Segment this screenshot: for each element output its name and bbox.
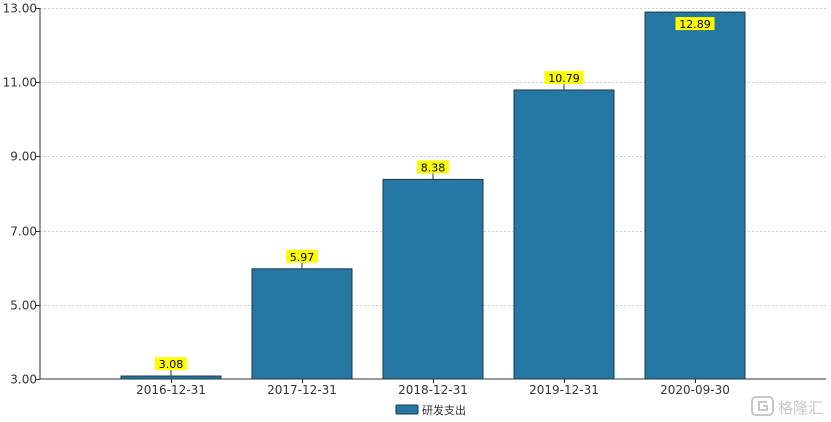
bar[interactable] <box>251 268 353 380</box>
y-tick-label: 3.00 <box>10 373 37 387</box>
data-label-text: 10.79 <box>548 72 580 85</box>
data-label: 12.89 <box>675 17 715 31</box>
bars <box>120 11 746 380</box>
y-axis-ticks: 3.00 5.00 7.00 9.00 11.00 13.00 <box>3 2 40 387</box>
watermark: 格隆汇 <box>751 396 823 417</box>
x-axis-ticks: 2016-12-31 2017-12-31 2018-12-31 2019-12-31… <box>136 379 730 397</box>
y-tick-label: 5.00 <box>10 299 37 313</box>
x-tick-label: 2020-09-30 <box>660 383 730 397</box>
data-label-background <box>417 160 449 174</box>
data-label-background <box>286 249 318 263</box>
bar[interactable] <box>513 89 615 380</box>
data-label-text: 8.38 <box>421 161 446 174</box>
data-labels: 3.08 5.97 8.38 10.79 12.89 <box>155 17 715 377</box>
x-tick-label: 2017-12-31 <box>267 383 337 397</box>
data-label-text: 12.89 <box>679 18 711 31</box>
x-tick-label: 2018-12-31 <box>398 383 468 397</box>
x-tick-label: 2019-12-31 <box>529 383 599 397</box>
data-label: 5.97 <box>286 249 318 269</box>
data-label-text: 3.08 <box>159 358 184 371</box>
gelonghui-logo-icon <box>751 396 774 416</box>
y-tick-label: 9.00 <box>10 150 37 164</box>
bar[interactable] <box>382 178 484 380</box>
y-tick-label: 7.00 <box>10 225 37 239</box>
y-tick-label: 11.00 <box>3 76 37 90</box>
watermark-text: 格隆汇 <box>778 399 823 417</box>
data-label-background <box>675 17 715 31</box>
data-label: 3.08 <box>155 357 187 377</box>
legend[interactable]: 研发支出 <box>395 403 466 417</box>
data-label-text: 5.97 <box>290 251 315 264</box>
y-tick-label: 13.00 <box>3 2 37 16</box>
bar[interactable] <box>120 375 222 380</box>
data-label: 8.38 <box>417 160 449 180</box>
data-label-background <box>155 357 187 371</box>
x-tick-label: 2016-12-31 <box>136 383 206 397</box>
legend-label: 研发支出 <box>422 403 466 417</box>
legend-swatch <box>395 404 419 415</box>
bar[interactable] <box>644 11 746 380</box>
data-label: 10.79 <box>544 70 584 90</box>
data-label-background <box>544 70 584 84</box>
